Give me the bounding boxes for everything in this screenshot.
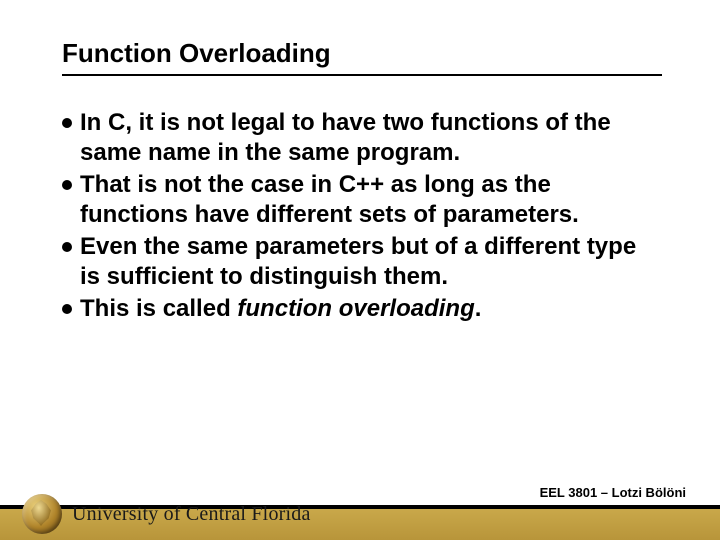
slide-title: Function Overloading xyxy=(62,38,331,69)
bullet-text: Even the same parameters but of a differ… xyxy=(80,232,660,292)
slide: Function Overloading In C, it is not leg… xyxy=(0,0,720,540)
bullet-text-italic: function overloading xyxy=(237,295,474,322)
course-credit: EEL 3801 – Lotzi Bölöni xyxy=(540,485,686,500)
list-item: This is called function overloading. xyxy=(62,294,660,324)
title-underline xyxy=(62,74,662,76)
university-name: University of Central Florida xyxy=(72,503,311,526)
bullet-icon xyxy=(62,118,72,128)
footer-logo-group: University of Central Florida xyxy=(22,494,311,534)
bullet-text-prefix: This is called xyxy=(80,295,237,322)
list-item: Even the same parameters but of a differ… xyxy=(62,232,660,292)
bullet-icon xyxy=(62,304,72,314)
bullet-text: This is called function overloading. xyxy=(80,294,481,324)
bullet-list: In C, it is not legal to have two functi… xyxy=(62,108,660,326)
list-item: That is not the case in C++ as long as t… xyxy=(62,170,660,230)
list-item: In C, it is not legal to have two functi… xyxy=(62,108,660,168)
ucf-seal-icon xyxy=(22,494,62,534)
bullet-icon xyxy=(62,180,72,190)
bullet-text-suffix: . xyxy=(475,295,482,322)
bullet-text: That is not the case in C++ as long as t… xyxy=(80,170,660,230)
bullet-icon xyxy=(62,242,72,252)
bullet-text: In C, it is not legal to have two functi… xyxy=(80,108,660,168)
